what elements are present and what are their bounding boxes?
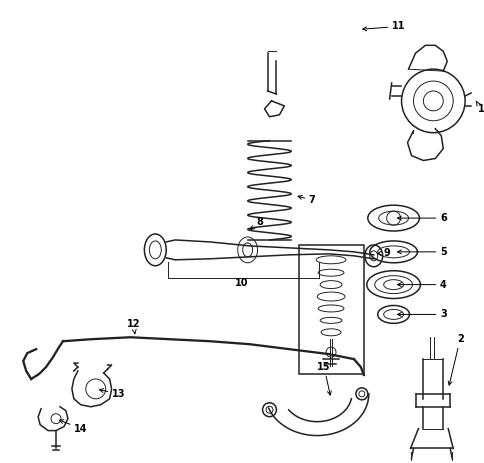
Text: 7: 7 <box>298 195 315 205</box>
Text: 9: 9 <box>377 248 389 258</box>
Text: 6: 6 <box>397 213 446 223</box>
Text: 5: 5 <box>397 247 446 257</box>
Text: 12: 12 <box>126 319 140 334</box>
Text: 8: 8 <box>250 217 262 230</box>
Text: 11: 11 <box>362 21 405 31</box>
Text: 3: 3 <box>397 309 446 319</box>
Text: 1: 1 <box>475 101 484 114</box>
Text: 4: 4 <box>397 280 446 290</box>
Text: 2: 2 <box>447 334 463 385</box>
Text: 10: 10 <box>234 278 248 288</box>
Text: 14: 14 <box>60 420 88 434</box>
Text: 15: 15 <box>317 362 331 395</box>
Text: 13: 13 <box>99 388 125 399</box>
